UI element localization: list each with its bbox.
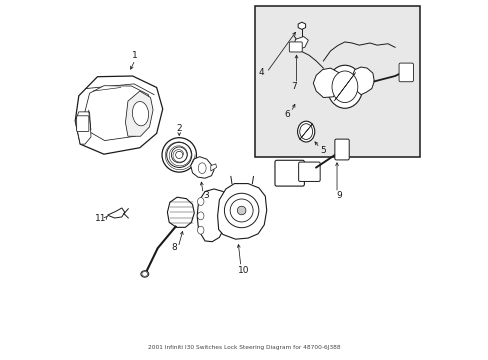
Polygon shape bbox=[167, 197, 194, 227]
FancyBboxPatch shape bbox=[334, 139, 348, 160]
Circle shape bbox=[230, 199, 253, 222]
Text: 2001 Infiniti I30 Switches Lock Steering Diagram for 48700-6J388: 2001 Infiniti I30 Switches Lock Steering… bbox=[148, 345, 340, 350]
Ellipse shape bbox=[297, 121, 314, 142]
Text: 11: 11 bbox=[95, 214, 106, 223]
Circle shape bbox=[166, 142, 191, 167]
Polygon shape bbox=[125, 91, 153, 136]
Text: 5: 5 bbox=[320, 146, 325, 155]
Polygon shape bbox=[313, 68, 341, 98]
Polygon shape bbox=[293, 37, 308, 49]
Text: 8: 8 bbox=[171, 243, 177, 252]
Circle shape bbox=[175, 151, 183, 158]
Polygon shape bbox=[85, 86, 152, 140]
FancyBboxPatch shape bbox=[398, 63, 412, 82]
Text: 10: 10 bbox=[238, 266, 249, 275]
Polygon shape bbox=[75, 112, 91, 144]
Text: 3: 3 bbox=[203, 191, 208, 200]
Circle shape bbox=[162, 138, 196, 172]
Ellipse shape bbox=[142, 272, 147, 276]
Text: 4: 4 bbox=[258, 68, 264, 77]
FancyBboxPatch shape bbox=[255, 6, 419, 157]
Text: 2: 2 bbox=[176, 123, 182, 132]
Ellipse shape bbox=[299, 124, 312, 139]
Polygon shape bbox=[217, 184, 266, 239]
Polygon shape bbox=[107, 208, 124, 218]
Ellipse shape bbox=[326, 65, 362, 108]
Circle shape bbox=[224, 193, 258, 228]
Ellipse shape bbox=[141, 271, 148, 277]
Text: 6: 6 bbox=[284, 110, 290, 119]
Polygon shape bbox=[197, 189, 227, 242]
Polygon shape bbox=[210, 164, 216, 171]
Polygon shape bbox=[190, 157, 214, 178]
Ellipse shape bbox=[331, 71, 357, 103]
Polygon shape bbox=[75, 76, 163, 154]
FancyBboxPatch shape bbox=[77, 116, 89, 132]
FancyBboxPatch shape bbox=[274, 160, 304, 186]
Circle shape bbox=[171, 147, 187, 163]
FancyBboxPatch shape bbox=[298, 162, 320, 181]
Text: 1: 1 bbox=[132, 51, 138, 60]
Ellipse shape bbox=[197, 212, 203, 220]
Ellipse shape bbox=[198, 163, 206, 174]
FancyBboxPatch shape bbox=[289, 42, 302, 52]
Circle shape bbox=[237, 206, 245, 215]
Text: 9: 9 bbox=[336, 190, 342, 199]
Ellipse shape bbox=[197, 198, 203, 206]
Text: 7: 7 bbox=[290, 82, 296, 91]
Ellipse shape bbox=[132, 102, 148, 126]
Polygon shape bbox=[351, 67, 373, 95]
Ellipse shape bbox=[197, 226, 203, 234]
Polygon shape bbox=[298, 22, 305, 30]
